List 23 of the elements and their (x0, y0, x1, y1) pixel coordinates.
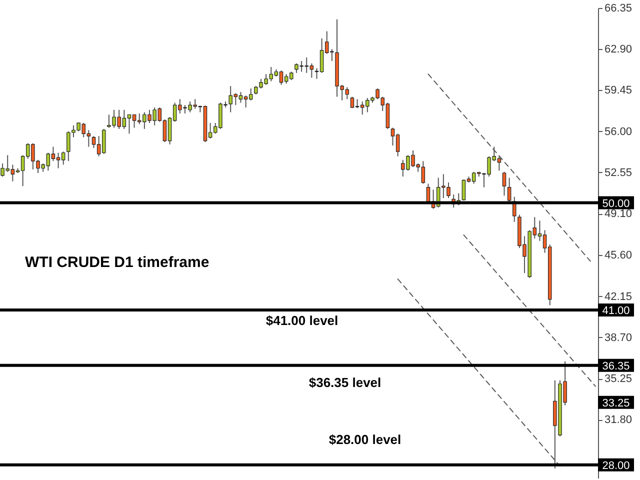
y-tick-label: 45.60 (604, 250, 632, 262)
y-tick-label: 59.45 (604, 84, 632, 97)
annotation: $28.00 level (328, 432, 402, 447)
annotation: $36.35 level (308, 375, 382, 390)
ref-line-label: 28.00 (602, 460, 630, 472)
annotation: WTI CRUDE D1 timeframe (25, 254, 210, 271)
y-tick-label: 31.80 (604, 414, 632, 426)
y-tick-label: 66.35 (604, 2, 632, 14)
y-tick-label: 42.15 (604, 290, 632, 303)
candlestick (507, 177, 512, 204)
annotation: $41.00 level (266, 313, 338, 328)
y-tick-label: 35.25 (604, 373, 632, 386)
y-tick-label: 62.90 (604, 44, 632, 56)
y-tick-label: 49.10 (604, 208, 632, 220)
y-tick-label: 56.00 (604, 126, 632, 138)
candlestick (502, 171, 506, 196)
y-tick-label: 52.55 (604, 166, 632, 179)
y-tick-label: 38.70 (604, 332, 632, 344)
ref-line-label: 36.35 (602, 360, 630, 372)
ref-line-label: 41.00 (602, 305, 630, 318)
ref-line-label: 50.00 (602, 198, 630, 210)
annotation: 33.25 (602, 397, 630, 410)
candlestick (426, 183, 430, 204)
